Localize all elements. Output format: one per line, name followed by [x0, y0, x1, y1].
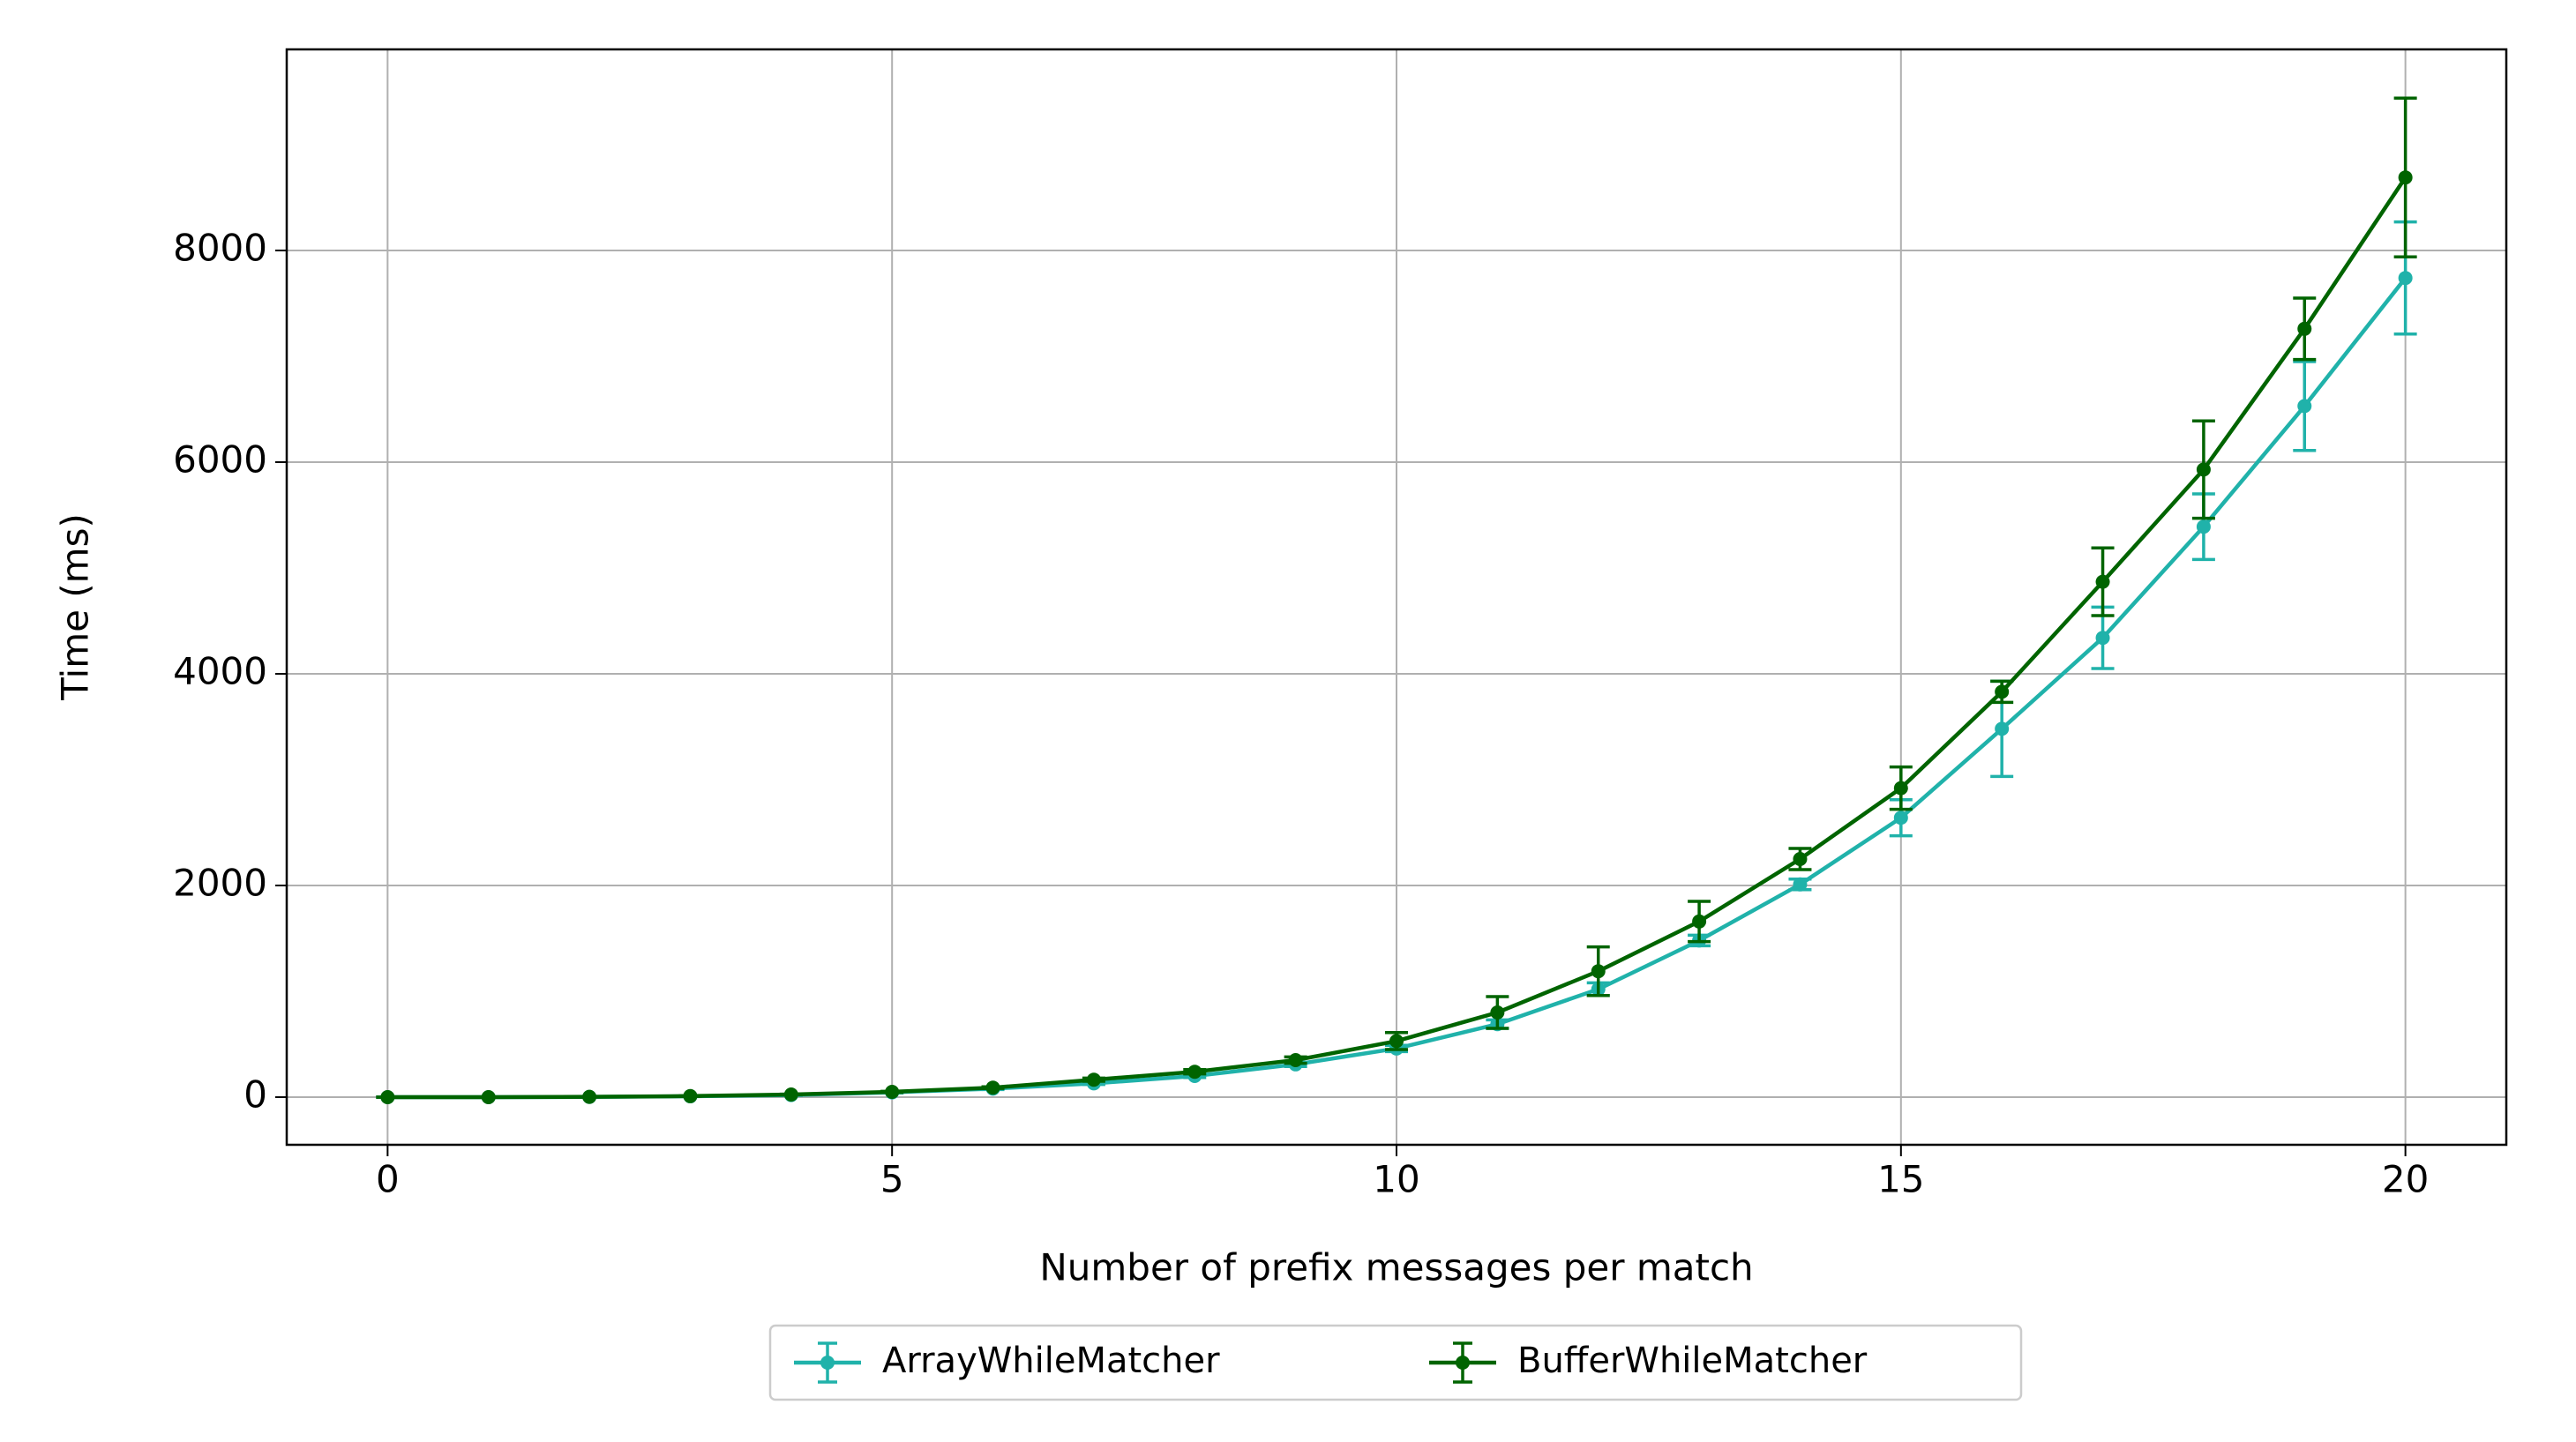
- x-tick-label: 0: [376, 1158, 400, 1201]
- x-tick-label: 15: [1877, 1158, 1924, 1201]
- data-point: [380, 1090, 395, 1104]
- legend-marker: [820, 1356, 835, 1370]
- data-point: [1995, 684, 2010, 699]
- data-point: [1187, 1065, 1202, 1080]
- legend-label: ArrayWhileMatcher: [882, 1341, 1220, 1381]
- data-point: [1389, 1034, 1404, 1049]
- data-point: [1793, 877, 1808, 892]
- legend: ArrayWhileMatcher BufferWhileMatcher: [768, 1324, 2023, 1401]
- data-point: [783, 1087, 798, 1102]
- data-point: [1086, 1072, 1101, 1087]
- data-point: [582, 1089, 597, 1104]
- y-tick-label: 6000: [173, 438, 267, 482]
- data-point: [2398, 170, 2413, 185]
- x-axis-label: Number of prefix messages per match: [1039, 1246, 1753, 1289]
- data-point: [1692, 914, 1707, 929]
- y-axis-label: Time (ms): [54, 513, 97, 701]
- data-point: [683, 1088, 698, 1103]
- data-point: [985, 1080, 1000, 1095]
- data-point: [2196, 519, 2211, 534]
- y-tick-label: 8000: [173, 227, 267, 270]
- data-point: [1893, 781, 1908, 796]
- data-point: [2297, 321, 2312, 336]
- data-point: [2095, 574, 2110, 589]
- data-point: [2398, 271, 2413, 286]
- x-tick-label: 5: [880, 1158, 904, 1201]
- x-tick-label: 20: [2382, 1158, 2429, 1201]
- y-tick-label: 4000: [173, 650, 267, 693]
- data-point: [885, 1085, 900, 1099]
- data-point: [1591, 964, 1606, 979]
- legend-marker: [1456, 1356, 1470, 1370]
- plot-frame: [285, 48, 2508, 1147]
- legend-label: BufferWhileMatcher: [1517, 1341, 1868, 1381]
- data-point: [1490, 1005, 1505, 1020]
- data-point: [1793, 852, 1808, 866]
- data-point: [1893, 811, 1908, 826]
- data-point: [2196, 462, 2211, 477]
- data-point: [1995, 721, 2010, 736]
- x-tick-label: 10: [1373, 1158, 1419, 1201]
- data-point: [1288, 1053, 1303, 1067]
- data-point: [481, 1090, 496, 1104]
- data-point: [2297, 399, 2312, 414]
- data-point: [2095, 631, 2110, 646]
- y-tick-label: 2000: [173, 862, 267, 905]
- legend-box: [768, 1324, 2023, 1401]
- y-tick-label: 0: [243, 1073, 267, 1117]
